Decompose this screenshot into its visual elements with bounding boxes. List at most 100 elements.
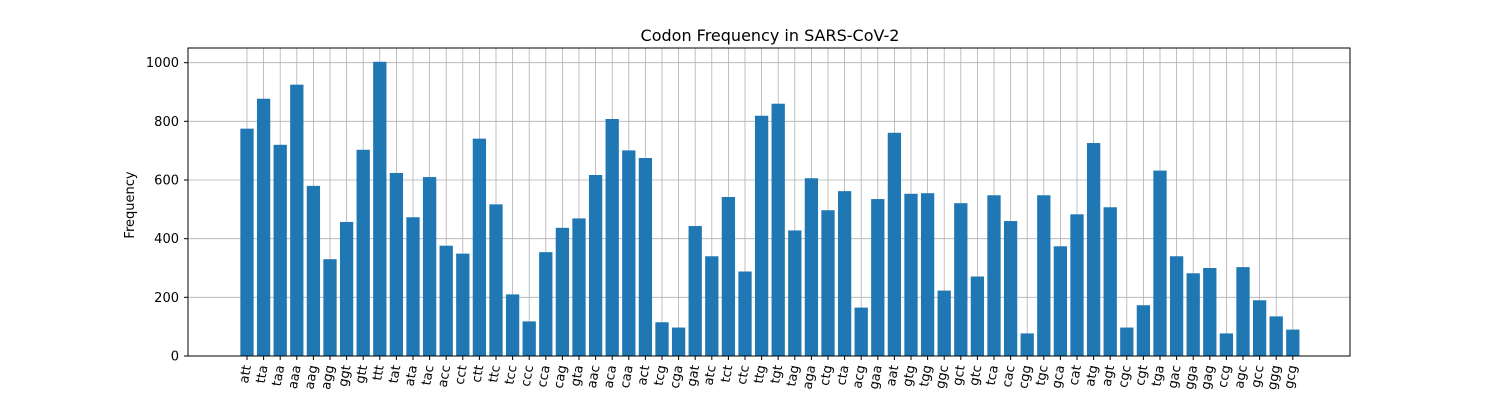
bar-ctg [821, 210, 835, 356]
x-tick-label: tga [1149, 364, 1167, 388]
bar-tgc [1037, 195, 1051, 356]
x-tick-label: aaa [286, 364, 305, 390]
x-tick-label: cgc [1116, 364, 1135, 389]
bar-aac [588, 175, 603, 356]
x-tick-label: aac [585, 364, 604, 389]
bar-cag [555, 227, 570, 356]
x-tick-label: ctg [818, 364, 836, 387]
x-tick-label: tcc [502, 364, 520, 386]
plot-frame [187, 47, 1351, 357]
bar-gat [688, 226, 702, 356]
x-tick-label: ggg [1265, 364, 1284, 391]
y-tick-label: 400 [154, 232, 179, 247]
x-tick-label: cct [453, 364, 471, 386]
x-tick-label: cac [1000, 364, 1019, 389]
x-tick-label: ttc [486, 364, 504, 384]
bars [240, 61, 1300, 357]
x-tick-label: tgt [768, 364, 786, 385]
x-tick-label: ctt [470, 364, 488, 384]
x-tick-label: gcc [1249, 364, 1268, 389]
x-tick-label: act [635, 364, 653, 387]
x-tick-label: cca [535, 364, 554, 389]
x-tick-label: ccg [1216, 364, 1235, 389]
x-tick-label: tag [784, 364, 802, 388]
bar-ata [406, 217, 420, 356]
bar-gaa [871, 199, 885, 356]
bar-agc [1236, 267, 1250, 356]
bar-ggg [1269, 316, 1283, 356]
bar-aga [804, 178, 819, 356]
x-tick-label: cgt [1133, 364, 1151, 387]
bar-cac [1003, 221, 1018, 356]
bar-cca [539, 252, 553, 356]
bar-ctc [738, 271, 752, 356]
bar-tta [256, 98, 271, 356]
bar-ggc [937, 290, 951, 356]
x-tick-label: gcg [1282, 364, 1301, 390]
x-tick-label: gaa [867, 364, 886, 390]
y-tick-label: 0 [171, 350, 179, 365]
bar-gcg [1286, 329, 1300, 356]
x-tick-label: tca [984, 364, 1002, 387]
bar-cat [1070, 214, 1084, 356]
bar-gac [1169, 256, 1184, 356]
bar-acc [439, 245, 453, 356]
bar-tct [721, 197, 736, 356]
x-tick-label: att [237, 364, 255, 385]
x-tick-label: cgg [1016, 364, 1035, 390]
bar-agt [1103, 207, 1117, 356]
bar-tag [788, 230, 802, 356]
x-tick-label: cat [1067, 364, 1085, 387]
x-tick-label: gtg [900, 364, 919, 388]
y-tick-label: 1000 [146, 56, 179, 71]
bar-gca [1053, 246, 1068, 356]
bar-tca [987, 195, 1001, 356]
bar-ttg [754, 115, 769, 356]
bar-cct [456, 253, 470, 356]
bar-tcc [505, 294, 520, 356]
x-tick-label: cag [552, 364, 571, 390]
x-tick-label: ctc [735, 364, 753, 386]
bar-aaa [290, 84, 304, 357]
x-tick-label: gat [685, 364, 703, 388]
x-tick-label: taa [270, 364, 288, 387]
x-tick-label: gga [1182, 364, 1201, 391]
x-tick-label: gtc [967, 364, 985, 387]
x-tick-label: gag [1199, 364, 1218, 391]
bar-aat [887, 132, 902, 356]
y-tick-label: 200 [154, 291, 179, 306]
x-tick-label: tat [386, 364, 404, 385]
x-tick-label: gta [568, 364, 586, 388]
x-tick-label: gca [1050, 364, 1069, 390]
x-tick-label: aag [302, 364, 321, 390]
x-tick-label: caa [618, 364, 637, 389]
bar-att [240, 128, 254, 356]
bar-atg [1086, 143, 1101, 356]
bar-cga [671, 327, 686, 356]
x-tick-label: agt [1100, 364, 1118, 388]
x-tick-label: acc [436, 364, 455, 389]
x-tick-label: gac [1166, 364, 1185, 390]
bar-tgt [771, 103, 785, 356]
bar-cgt [1136, 305, 1151, 356]
bar-agg [323, 259, 337, 356]
x-tick-label: cta [834, 364, 852, 387]
bar-act [638, 158, 653, 356]
x-tick-label: agc [1232, 364, 1251, 390]
bar-cta [837, 191, 852, 356]
bar-tga [1153, 170, 1167, 356]
bar-cgc [1120, 327, 1134, 356]
x-tick-label: ggc [933, 364, 952, 390]
y-tick-label: 800 [154, 115, 179, 130]
bar-ttt [373, 61, 387, 356]
x-tick-label: tct [719, 364, 737, 384]
x-tick-label: tta [254, 364, 272, 385]
bar-gtt [356, 149, 370, 356]
bar-gtc [970, 276, 985, 356]
x-tick-label: tgg [917, 364, 936, 388]
x-tick-label: gct [950, 364, 968, 387]
bar-ccg [1219, 333, 1234, 356]
bar-taa [273, 144, 287, 356]
bar-tat [389, 172, 404, 356]
